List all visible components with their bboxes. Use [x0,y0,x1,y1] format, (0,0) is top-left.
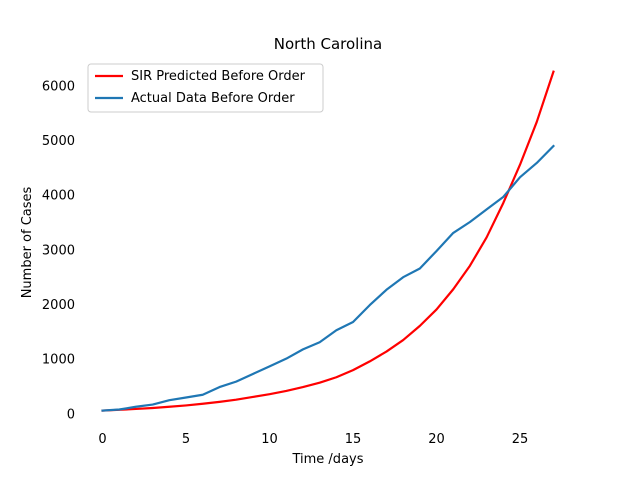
series-line-2 [101,144,556,412]
y-axis-label: Number of Cases [20,186,35,298]
x-axis-ticks: 0 5 10 15 20 25 [98,432,528,447]
x-tick-label: 0 [98,432,106,447]
legend-label: SIR Predicted Before Order [131,69,306,84]
legend: SIR Predicted Before Order Actual Data Be… [87,63,324,113]
y-tick-label: 2000 [42,298,75,313]
legend-label: Actual Data Before Order [131,91,295,106]
y-tick-label: 4000 [42,189,75,204]
x-tick-label: 10 [261,432,278,447]
x-tick-label: 25 [512,432,529,447]
y-tick-label: 5000 [42,134,75,149]
x-tick-label: 15 [345,432,362,447]
x-tick-label: 5 [182,432,190,447]
y-tick-label: 1000 [42,353,75,368]
y-tick-label: 0 [67,407,75,422]
legend-frame [87,63,324,113]
x-tick-label: 20 [428,432,445,447]
y-axis-ticks: 0 1000 2000 3000 4000 5000 6000 [42,79,75,422]
series-line-1 [101,70,555,412]
chart-title: North Carolina [274,35,382,53]
x-axis-label: Time /days [291,452,363,467]
series-layer [101,70,556,412]
y-tick-label: 3000 [42,243,75,258]
y-tick-label: 6000 [42,79,75,94]
